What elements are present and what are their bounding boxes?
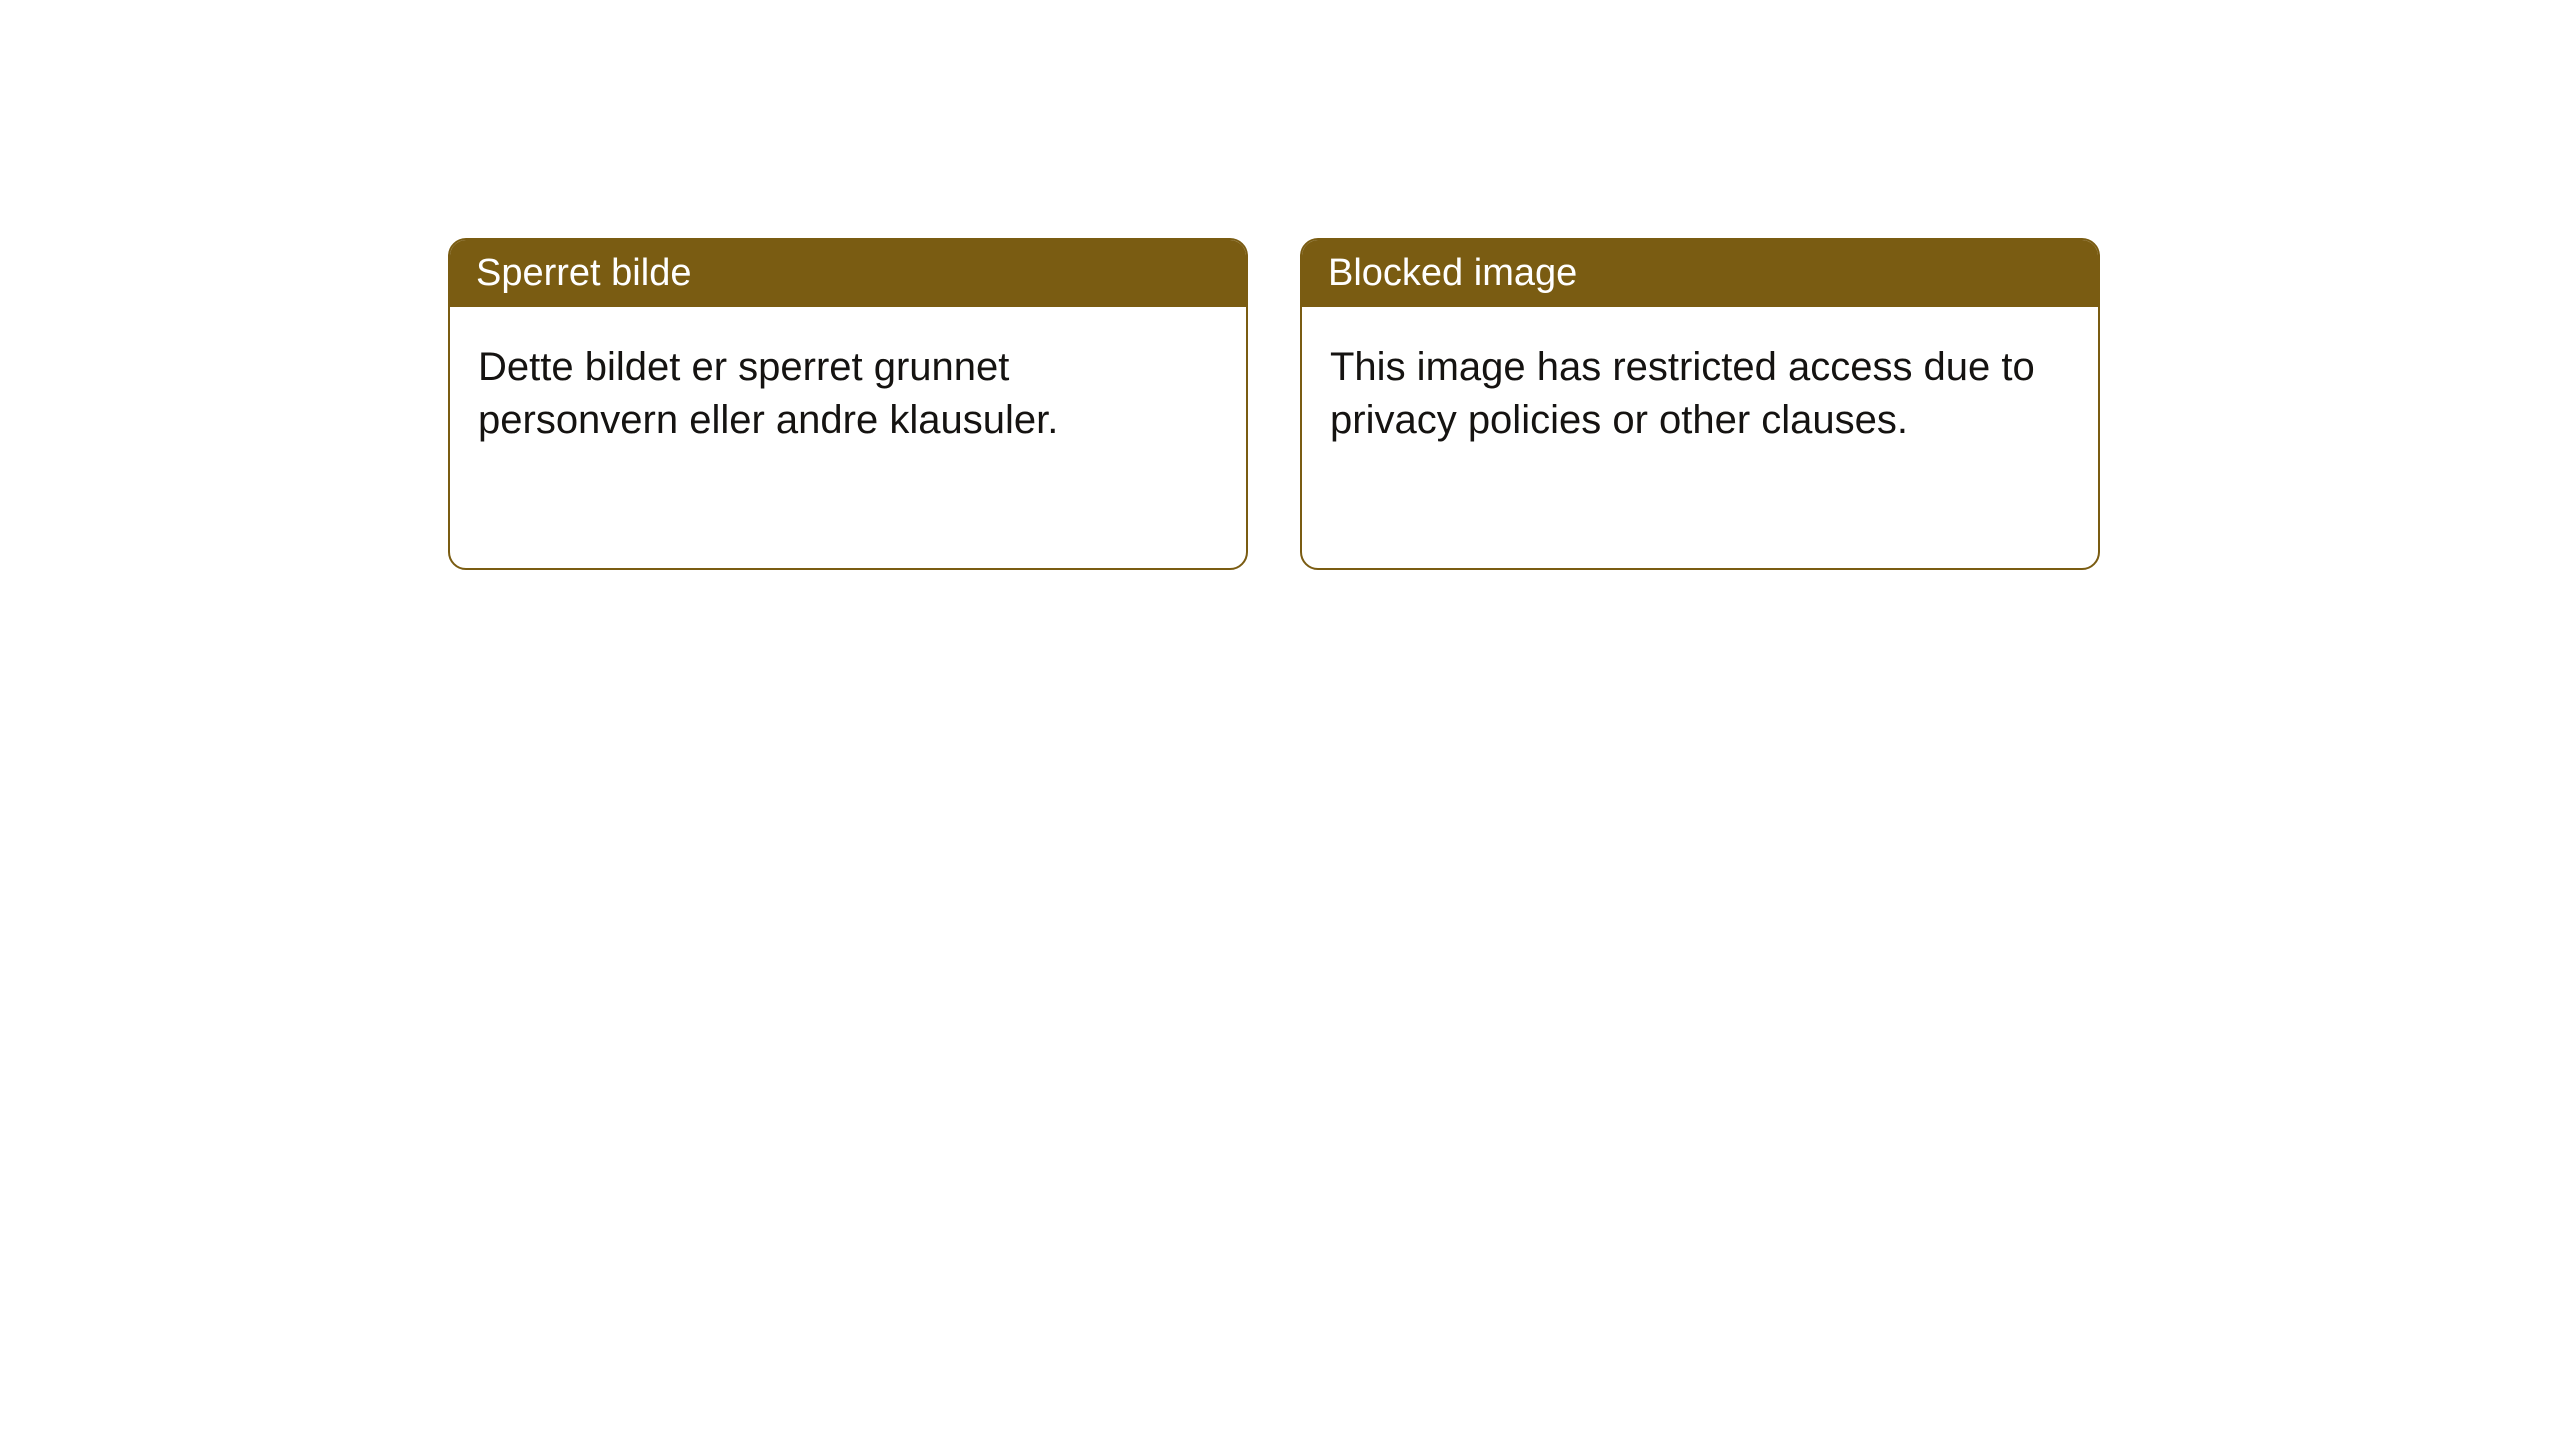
card-message-english: This image has restricted access due to … bbox=[1330, 345, 2035, 442]
card-title-norwegian: Sperret bilde bbox=[476, 252, 691, 294]
card-header-english: Blocked image bbox=[1302, 240, 2098, 307]
blocked-image-card-english: Blocked image This image has restricted … bbox=[1300, 238, 2100, 570]
blocked-image-card-norwegian: Sperret bilde Dette bildet er sperret gr… bbox=[448, 238, 1248, 570]
card-title-english: Blocked image bbox=[1328, 252, 1577, 294]
card-body-english: This image has restricted access due to … bbox=[1302, 307, 2098, 481]
notice-cards-container: Sperret bilde Dette bildet er sperret gr… bbox=[0, 0, 2560, 570]
card-body-norwegian: Dette bildet er sperret grunnet personve… bbox=[450, 307, 1246, 481]
card-header-norwegian: Sperret bilde bbox=[450, 240, 1246, 307]
card-message-norwegian: Dette bildet er sperret grunnet personve… bbox=[478, 345, 1058, 442]
